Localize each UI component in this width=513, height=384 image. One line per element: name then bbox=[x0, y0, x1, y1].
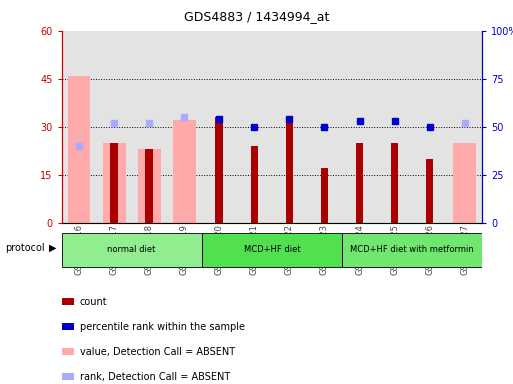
Bar bbox=[202, 31, 237, 223]
FancyBboxPatch shape bbox=[202, 233, 342, 267]
Bar bbox=[286, 117, 293, 223]
Text: normal diet: normal diet bbox=[108, 245, 156, 254]
Bar bbox=[453, 143, 476, 223]
Bar bbox=[307, 31, 342, 223]
Bar bbox=[391, 143, 399, 223]
Bar bbox=[272, 31, 307, 223]
Bar bbox=[377, 31, 412, 223]
Bar bbox=[356, 143, 363, 223]
Bar bbox=[426, 159, 433, 223]
Bar bbox=[342, 31, 377, 223]
Bar bbox=[412, 31, 447, 223]
Text: value, Detection Call = ABSENT: value, Detection Call = ABSENT bbox=[80, 347, 234, 357]
Text: MCD+HF diet with metformin: MCD+HF diet with metformin bbox=[350, 245, 474, 254]
Text: rank, Detection Call = ABSENT: rank, Detection Call = ABSENT bbox=[80, 372, 230, 382]
Text: GDS4883 / 1434994_at: GDS4883 / 1434994_at bbox=[184, 10, 329, 23]
Bar bbox=[132, 31, 167, 223]
Bar bbox=[145, 149, 153, 223]
Bar bbox=[250, 146, 258, 223]
Bar bbox=[68, 76, 90, 223]
Bar bbox=[173, 120, 195, 223]
Bar bbox=[447, 31, 482, 223]
Text: percentile rank within the sample: percentile rank within the sample bbox=[80, 322, 245, 332]
Bar bbox=[62, 31, 96, 223]
Bar bbox=[103, 143, 126, 223]
Bar bbox=[110, 143, 118, 223]
Bar bbox=[138, 149, 161, 223]
FancyBboxPatch shape bbox=[342, 233, 482, 267]
Text: ▶: ▶ bbox=[49, 243, 56, 253]
Text: count: count bbox=[80, 297, 107, 307]
Bar bbox=[215, 117, 223, 223]
Bar bbox=[96, 31, 132, 223]
FancyBboxPatch shape bbox=[62, 233, 202, 267]
Text: protocol: protocol bbox=[5, 243, 45, 253]
Text: MCD+HF diet: MCD+HF diet bbox=[244, 245, 300, 254]
Bar bbox=[237, 31, 272, 223]
Bar bbox=[321, 168, 328, 223]
Bar bbox=[167, 31, 202, 223]
